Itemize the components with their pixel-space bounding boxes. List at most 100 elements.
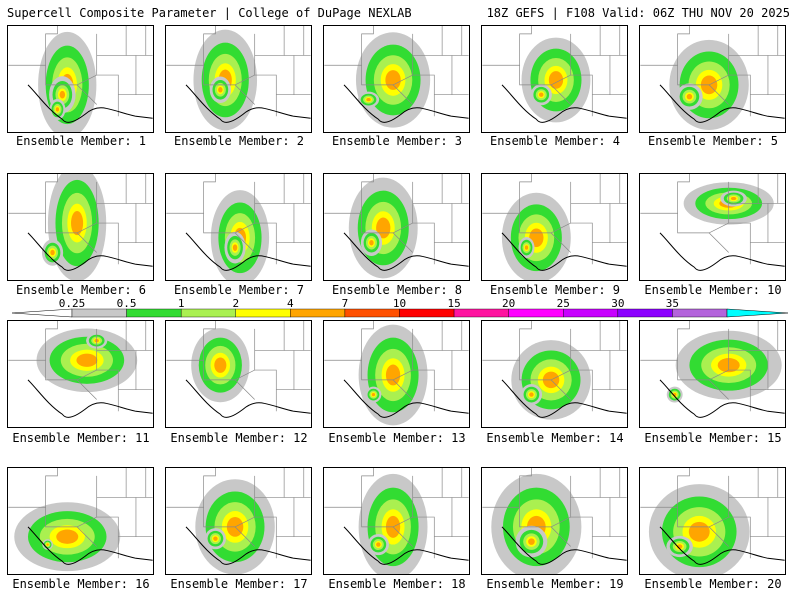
state-border (234, 84, 255, 105)
state-border (254, 369, 277, 412)
state-border (482, 468, 532, 508)
colorbar-level-label: 2 (232, 297, 240, 310)
state-border (412, 516, 435, 559)
state-border (96, 26, 127, 56)
scp-shading (36, 328, 138, 393)
ensemble-member-label: Ensemble Member: 7 (173, 283, 305, 297)
ensemble-panel-1 (7, 25, 154, 133)
scp-shading (491, 473, 582, 574)
scp-shading (38, 31, 97, 132)
coastline (343, 526, 469, 565)
ensemble-member-label: Ensemble Member: 10 (644, 283, 782, 297)
colorbar-level-label: 0.25 (58, 297, 86, 310)
ensemble-panel-4 (481, 25, 628, 133)
scp-map (166, 174, 311, 280)
colorbar-bin (71, 308, 127, 318)
scp-shading (501, 192, 571, 280)
colorbar-level-label: 20 (502, 297, 516, 310)
state-border (412, 74, 435, 117)
coastline (501, 84, 627, 123)
colorbar-level-label: 10 (392, 297, 407, 310)
colorbar-level-label: 4 (287, 297, 294, 310)
state-border (8, 321, 58, 361)
coastline (501, 232, 627, 271)
state-border (166, 26, 216, 66)
state-border (8, 468, 58, 508)
state-border (254, 26, 285, 56)
colorbar-level-label: 35 (665, 297, 680, 310)
coastline (185, 526, 311, 565)
scp-map (8, 468, 153, 572)
ensemble-panel-18 (323, 467, 470, 575)
colorbar-bin (180, 308, 236, 318)
state-border (708, 232, 729, 253)
state-border (96, 369, 119, 412)
ensemble-member-label: Ensemble Member: 17 (170, 577, 308, 591)
state-border (550, 526, 571, 547)
ensemble-member-label: Ensemble Member: 5 (647, 134, 779, 148)
state-border (76, 84, 97, 105)
scp-shading (41, 174, 107, 280)
chart-title: Supercell Composite Parameter | College … (7, 6, 412, 20)
state-border (640, 26, 690, 66)
state-border (392, 232, 413, 253)
ensemble-panel-5 (639, 25, 786, 133)
scp-map (640, 468, 785, 574)
colorbar-bin (344, 308, 400, 318)
colorbar-level-label: 0.5 (116, 297, 137, 310)
state-border (392, 84, 413, 105)
state-border (570, 369, 593, 412)
state-border (254, 222, 277, 265)
ensemble-member-label: Ensemble Member: 4 (489, 134, 621, 148)
state-border (324, 321, 374, 361)
colorbar-high-arrow (726, 308, 788, 318)
state-border (8, 26, 58, 66)
scp-shading (355, 32, 431, 128)
state-border (550, 379, 571, 400)
scp-map (324, 321, 469, 426)
state-border (482, 174, 532, 214)
scp-shading (348, 177, 418, 279)
ensemble-panel-6 (7, 173, 154, 281)
colorbar (12, 308, 788, 318)
scp-map (324, 468, 469, 574)
state-border (96, 74, 119, 117)
colorbar-level-label: 25 (556, 297, 570, 310)
valid-time-label: 18Z GEFS | F108 Valid: 06Z THU NOV 20 20… (486, 6, 790, 20)
ensemble-member-label: Ensemble Member: 13 (328, 431, 466, 445)
scp-map (482, 468, 627, 574)
state-border (412, 174, 443, 204)
scp-map (8, 26, 153, 132)
ensemble-member-label: Ensemble Member: 16 (12, 577, 150, 591)
colorbar-bin (453, 308, 509, 318)
colorbar-bin (126, 308, 182, 318)
state-border (45, 328, 98, 381)
ensemble-panel-16 (7, 467, 154, 575)
state-border (45, 181, 98, 234)
ensemble-panel-13 (323, 320, 470, 428)
colorbar-level-label: 7 (341, 297, 349, 310)
state-border (708, 526, 729, 547)
scp-shading (521, 37, 591, 123)
ensemble-panel-20 (639, 467, 786, 575)
ensemble-member-label: Ensemble Member: 18 (328, 577, 466, 591)
state-border (254, 74, 277, 117)
scp-shading (193, 29, 258, 131)
state-border (708, 84, 729, 105)
ensemble-member-label: Ensemble Member: 2 (173, 134, 305, 148)
ensemble-member-label: Ensemble Member: 14 (486, 431, 624, 445)
colorbar-bin (617, 308, 673, 318)
ensemble-member-label: Ensemble Member: 8 (331, 283, 463, 297)
state-border (482, 321, 532, 361)
ensemble-panel-9 (481, 173, 628, 281)
scp-shading (191, 328, 250, 403)
state-border (166, 174, 216, 214)
state-border (96, 468, 127, 498)
scp-map (8, 321, 153, 418)
coastline (659, 232, 785, 271)
coastline (185, 84, 311, 123)
state-border (640, 174, 690, 214)
ensemble-panel-2 (165, 25, 312, 133)
ensemble-member-label: Ensemble Member: 1 (15, 134, 147, 148)
state-border (166, 321, 216, 361)
